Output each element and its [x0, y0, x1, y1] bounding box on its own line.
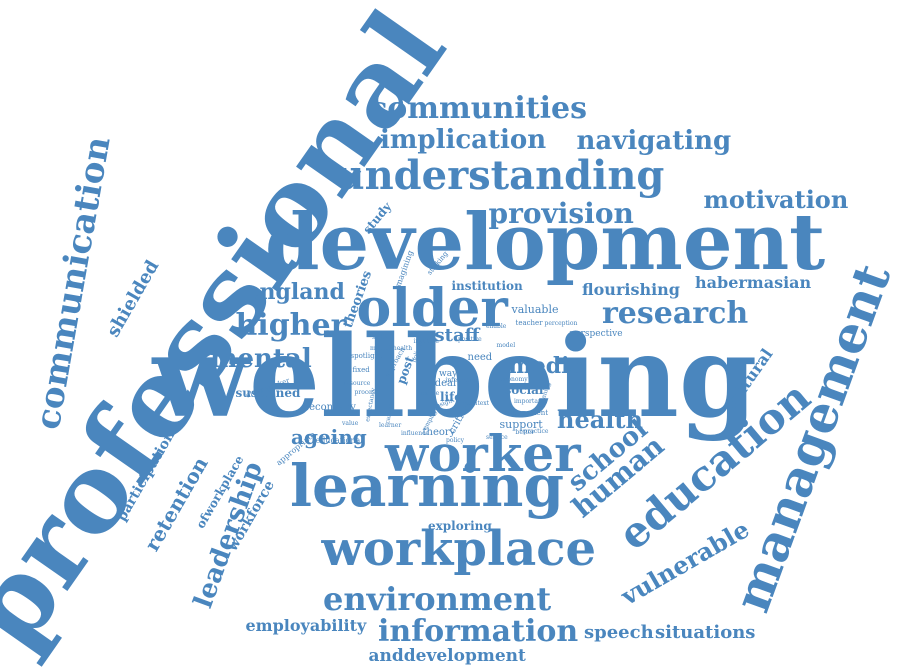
word-higher: higher — [235, 308, 347, 343]
word-secondary: secondary — [304, 402, 356, 413]
word-worker: worker — [385, 424, 581, 483]
word-communities: communities — [369, 91, 588, 126]
word-older: older — [356, 278, 508, 339]
word-situations: situations — [655, 622, 756, 643]
word-model: model — [496, 342, 516, 349]
word-exploring: exploring — [428, 519, 492, 533]
word-flexible: flexible — [417, 390, 440, 397]
word-spotlight: spotlight — [350, 351, 382, 360]
word-policy: policy — [446, 437, 465, 444]
word-context: context — [466, 400, 490, 407]
word-economy: economy — [500, 376, 528, 383]
word-information: information — [378, 614, 579, 649]
word-valuable: valuable — [511, 302, 559, 316]
word-social: social — [504, 383, 544, 397]
word-value: value — [342, 420, 359, 427]
word-navigating: navigating — [576, 126, 732, 156]
word-learner: learner — [379, 422, 402, 429]
word-england: england — [245, 279, 345, 305]
word-provision: provision — [488, 197, 634, 230]
word-institution: institution — [451, 279, 523, 293]
word-research: research — [602, 296, 749, 331]
word-workplace: workplace — [321, 521, 597, 577]
word-process: process — [354, 389, 378, 396]
word-staff: staff — [434, 325, 480, 346]
word-influence: influence — [401, 430, 429, 437]
word-interaction: interaction — [445, 377, 479, 384]
word-wellbeing: wellbeing — [152, 312, 758, 443]
word-support: support — [499, 417, 543, 431]
word-resource: resource — [343, 380, 371, 387]
word-learning: learning — [290, 452, 564, 520]
word-implication: implication — [380, 125, 547, 155]
word-understanding: understanding — [335, 152, 665, 199]
word-engagement: engagement — [504, 408, 549, 417]
word-perspective: perspective — [569, 328, 623, 339]
word-educational: educational — [315, 436, 363, 445]
word-better: better — [515, 429, 535, 436]
word-institute: institute — [413, 338, 439, 345]
word-enable: enable — [486, 323, 507, 330]
word-positive: positive — [458, 336, 482, 343]
word-need: need — [467, 352, 493, 363]
word-flourishing: flourishing — [582, 280, 680, 299]
word-way: way — [439, 368, 458, 379]
word-life: life — [440, 390, 462, 404]
word-health: health — [557, 405, 643, 434]
word-teacher: teacher — [515, 318, 543, 327]
word-ideal: ideal — [431, 378, 457, 389]
word-motivation: motivation — [703, 185, 849, 214]
word-anddevelopment: anddevelopment — [368, 645, 526, 666]
word-speech: speech — [584, 622, 654, 643]
word-sustained: sustained — [235, 386, 301, 400]
word-habermasian: habermasian — [695, 273, 812, 292]
word-perception: perception — [544, 320, 578, 327]
word-ageing: ageing — [291, 425, 367, 449]
word-service: service — [486, 434, 508, 441]
word-practice: practice — [523, 428, 549, 435]
word-media: media — [508, 353, 584, 379]
word-skills: skills — [372, 334, 388, 341]
word-development: development — [265, 197, 826, 288]
word-important: important — [514, 398, 545, 405]
word-mental-health: mental health — [370, 345, 413, 352]
word-fixed: fixed — [352, 365, 370, 374]
word-mental: mental — [210, 344, 312, 374]
word-environment: environment — [323, 580, 552, 618]
word-theory: theory — [422, 427, 456, 438]
word-employability: employability — [245, 616, 367, 635]
